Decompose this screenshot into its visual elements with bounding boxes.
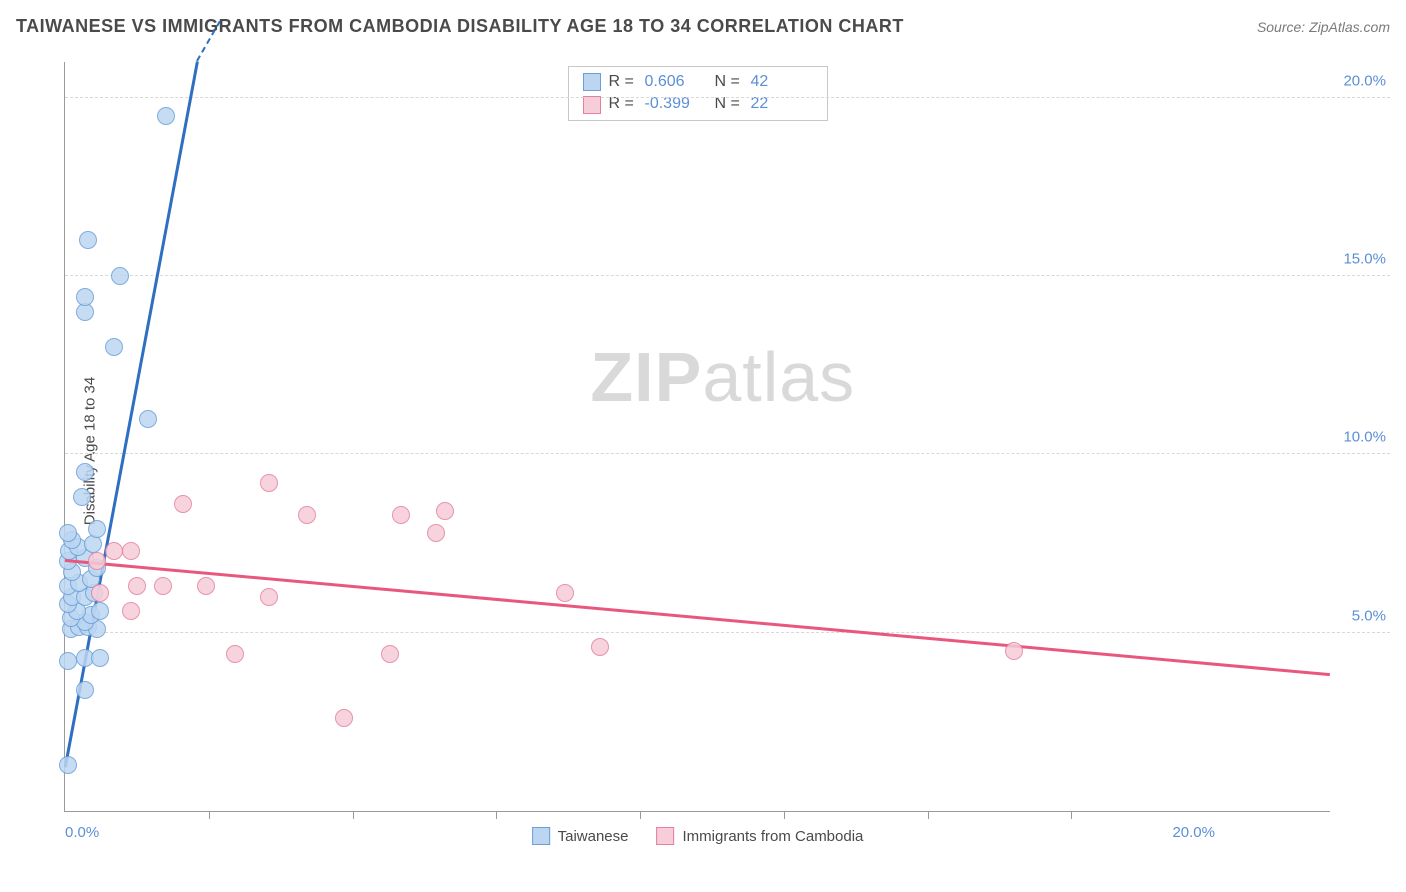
- gridline: [65, 97, 1390, 98]
- y-tick-label: 10.0%: [1343, 429, 1386, 446]
- x-tick: [640, 811, 641, 819]
- chart-area: Disability Age 18 to 34 ZIPatlas R =0.60…: [40, 50, 1390, 852]
- x-tick-label: 20.0%: [1172, 824, 1215, 841]
- data-point: [59, 524, 77, 542]
- data-point: [91, 602, 109, 620]
- x-tick: [1071, 811, 1072, 819]
- legend-stat-row: R = 0.606 N = 42: [583, 71, 813, 93]
- data-point: [260, 588, 278, 606]
- data-point: [79, 231, 97, 249]
- data-point: [1005, 642, 1023, 660]
- correlation-legend: R =0.606N =42R =-0.399N =22: [568, 66, 828, 121]
- data-point: [91, 649, 109, 667]
- data-point: [260, 474, 278, 492]
- legend-label: Taiwanese: [558, 828, 629, 845]
- data-point: [122, 542, 140, 560]
- x-tick: [496, 811, 497, 819]
- legend-n-value: 42: [751, 71, 813, 93]
- data-point: [76, 463, 94, 481]
- x-tick: [928, 811, 929, 819]
- data-point: [88, 552, 106, 570]
- data-point: [197, 577, 215, 595]
- legend-item: Taiwanese: [532, 827, 629, 845]
- data-point: [139, 410, 157, 428]
- y-tick-label: 20.0%: [1343, 72, 1386, 89]
- data-point: [59, 756, 77, 774]
- data-point: [154, 577, 172, 595]
- legend-r-label: R =: [609, 71, 637, 93]
- data-point: [76, 288, 94, 306]
- data-point: [59, 652, 77, 670]
- data-point: [128, 577, 146, 595]
- legend-swatch: [583, 73, 601, 91]
- x-tick-label: 0.0%: [65, 824, 99, 841]
- data-point: [335, 709, 353, 727]
- data-point: [298, 506, 316, 524]
- chart-title: TAIWANESE VS IMMIGRANTS FROM CAMBODIA DI…: [16, 16, 904, 37]
- data-point: [88, 520, 106, 538]
- series-legend: Taiwanese Immigrants from Cambodia: [532, 827, 864, 845]
- data-point: [105, 338, 123, 356]
- legend-swatch: [583, 96, 601, 114]
- data-point: [174, 495, 192, 513]
- legend-swatch: [532, 827, 550, 845]
- gridline: [65, 275, 1390, 276]
- x-tick: [353, 811, 354, 819]
- legend-r-value: 0.606: [645, 71, 707, 93]
- data-point: [111, 267, 129, 285]
- gridline: [65, 632, 1390, 633]
- y-tick-label: 5.0%: [1352, 607, 1386, 624]
- scatter-plot: ZIPatlas R =0.606N =42R =-0.399N =22 Tai…: [64, 62, 1330, 812]
- data-point: [556, 584, 574, 602]
- data-point: [105, 542, 123, 560]
- gridline: [65, 453, 1390, 454]
- data-point: [436, 502, 454, 520]
- legend-label: Immigrants from Cambodia: [683, 828, 864, 845]
- data-point: [427, 524, 445, 542]
- y-tick-label: 15.0%: [1343, 251, 1386, 268]
- source-label: Source: ZipAtlas.com: [1257, 19, 1390, 35]
- legend-item: Immigrants from Cambodia: [657, 827, 864, 845]
- legend-n-label: N =: [715, 71, 743, 93]
- data-point: [226, 645, 244, 663]
- x-tick: [784, 811, 785, 819]
- data-point: [122, 602, 140, 620]
- data-point: [73, 488, 91, 506]
- data-point: [91, 584, 109, 602]
- data-point: [591, 638, 609, 656]
- data-point: [157, 107, 175, 125]
- watermark: ZIPatlas: [590, 337, 855, 417]
- x-tick: [209, 811, 210, 819]
- data-point: [381, 645, 399, 663]
- data-point: [76, 681, 94, 699]
- trend-line: [65, 559, 1330, 676]
- legend-swatch: [657, 827, 675, 845]
- data-point: [392, 506, 410, 524]
